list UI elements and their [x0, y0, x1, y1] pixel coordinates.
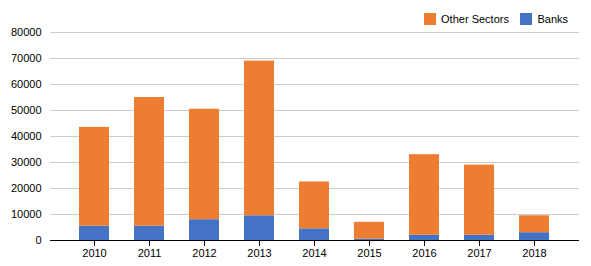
svg-text:2010: 2010	[82, 247, 106, 259]
svg-text:80000: 80000	[11, 26, 42, 38]
svg-text:2015: 2015	[357, 247, 381, 259]
svg-text:0: 0	[35, 234, 41, 246]
svg-text:20000: 20000	[11, 182, 42, 194]
svg-text:2016: 2016	[412, 247, 436, 259]
svg-text:2014: 2014	[302, 247, 326, 259]
svg-text:30000: 30000	[11, 156, 42, 168]
svg-text:10000: 10000	[11, 208, 42, 220]
svg-text:2013: 2013	[247, 247, 271, 259]
svg-text:2018: 2018	[522, 247, 546, 259]
svg-text:50000: 50000	[11, 104, 42, 116]
svg-text:2012: 2012	[192, 247, 216, 259]
html-text:Banks: Banks	[537, 12, 568, 25]
svg-text:60000: 60000	[11, 78, 42, 90]
svg-text:70000: 70000	[11, 52, 42, 64]
svg-text:2011: 2011	[138, 247, 162, 259]
svg-text:2017: 2017	[467, 247, 491, 259]
html-text:Other Sectors: Other Sectors	[441, 12, 509, 25]
svg-text:40000: 40000	[11, 130, 42, 142]
